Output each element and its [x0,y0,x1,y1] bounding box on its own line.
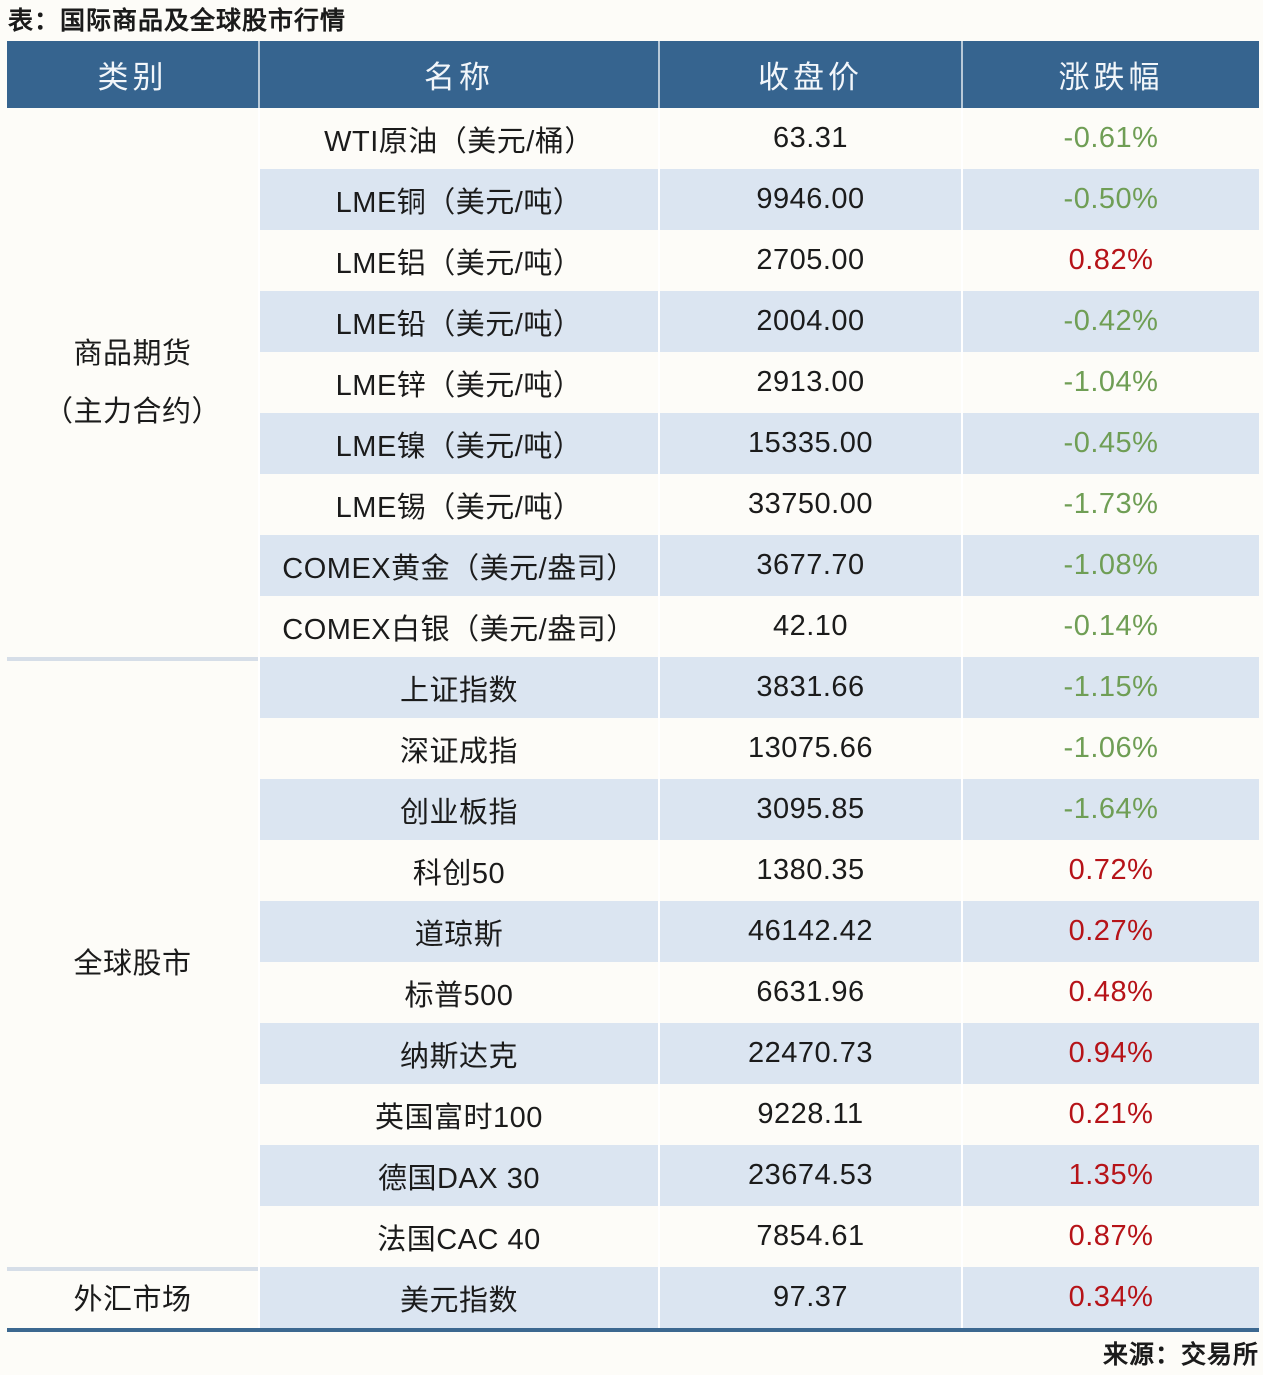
close-price: 3095.85 [658,779,961,840]
instrument-name: 上证指数 [258,657,658,718]
close-price: 1380.35 [658,840,961,901]
change-percent: 0.48% [961,962,1259,1023]
instrument-name: LME铅（美元/吨） [258,291,658,352]
market-table: 类别 名称 收盘价 涨跌幅 商品期货 （主力合约） WTI原油（美元/桶） 63.3… [7,41,1259,1372]
close-price: 97.37 [658,1267,961,1328]
close-price: 15335.00 [658,413,961,474]
instrument-name: LME铜（美元/吨） [258,169,658,230]
column-header-close: 收盘价 [658,41,961,108]
instrument-name: LME锡（美元/吨） [258,474,658,535]
change-percent: -1.04% [961,352,1259,413]
instrument-name: LME铝（美元/吨） [258,230,658,291]
close-price: 3831.66 [658,657,961,718]
instrument-name: 深证成指 [258,718,658,779]
instrument-name: 纳斯达克 [258,1023,658,1084]
change-percent: -0.45% [961,413,1259,474]
close-price: 33750.00 [658,474,961,535]
change-percent: 0.27% [961,901,1259,962]
close-price: 13075.66 [658,718,961,779]
instrument-name: LME锌（美元/吨） [258,352,658,413]
change-percent: 0.82% [961,230,1259,291]
instrument-name: COMEX白银（美元/盎司） [258,596,658,657]
instrument-name: 标普500 [258,962,658,1023]
instrument-name: 创业板指 [258,779,658,840]
category-cell: 外汇市场 [7,1267,258,1328]
close-price: 22470.73 [658,1023,961,1084]
instrument-name: 科创50 [258,840,658,901]
change-percent: -1.15% [961,657,1259,718]
close-price: 9946.00 [658,169,961,230]
column-header-category: 类别 [97,60,168,95]
change-percent: 0.21% [961,1084,1259,1145]
close-price: 63.31 [658,108,961,169]
change-percent: 0.34% [961,1267,1259,1328]
instrument-name: WTI原油（美元/桶） [258,108,658,169]
category-cell: 全球股市 [7,657,258,1267]
column-header-change: 涨跌幅 [961,41,1259,108]
source-note: 来源：交易所 [1102,1341,1259,1369]
change-percent: -0.50% [961,169,1259,230]
change-percent: -0.42% [961,291,1259,352]
column-header-name: 名称 [258,41,658,108]
change-percent: -1.06% [961,718,1259,779]
change-percent: -0.14% [961,596,1259,657]
category-cell: 商品期货 （主力合约） [43,337,221,428]
change-percent: 0.72% [961,840,1259,901]
change-percent: 0.94% [961,1023,1259,1084]
close-price: 6631.96 [658,962,961,1023]
close-price: 46142.42 [658,901,961,962]
close-price: 9228.11 [658,1084,961,1145]
instrument-name: COMEX黄金（美元/盎司） [258,535,658,596]
close-price: 2004.00 [658,291,961,352]
instrument-name: 德国DAX 30 [258,1145,658,1206]
close-price: 2913.00 [658,352,961,413]
table-bottom-border [7,1328,1259,1332]
instrument-name: 法国CAC 40 [258,1206,658,1267]
change-percent: 0.87% [961,1206,1259,1267]
change-percent: 1.35% [961,1145,1259,1206]
close-price: 42.10 [658,596,961,657]
close-price: 7854.61 [658,1206,961,1267]
table-body: 商品期货 （主力合约） WTI原油（美元/桶） 63.31 -0.61% LME铜（美元… [7,108,1259,1328]
close-price: 23674.53 [658,1145,961,1206]
table-header: 类别 名称 收盘价 涨跌幅 [7,41,1259,108]
change-percent: -1.73% [961,474,1259,535]
page-title: 表：国际商品及全球股市行情 [8,7,347,35]
instrument-name: LME镍（美元/吨） [258,413,658,474]
change-percent: -0.61% [961,108,1259,169]
close-price: 2705.00 [658,230,961,291]
change-percent: -1.64% [961,779,1259,840]
change-percent: -1.08% [961,535,1259,596]
instrument-name: 英国富时100 [258,1084,658,1145]
close-price: 3677.70 [658,535,961,596]
instrument-name: 美元指数 [258,1267,658,1328]
instrument-name: 道琼斯 [258,901,658,962]
